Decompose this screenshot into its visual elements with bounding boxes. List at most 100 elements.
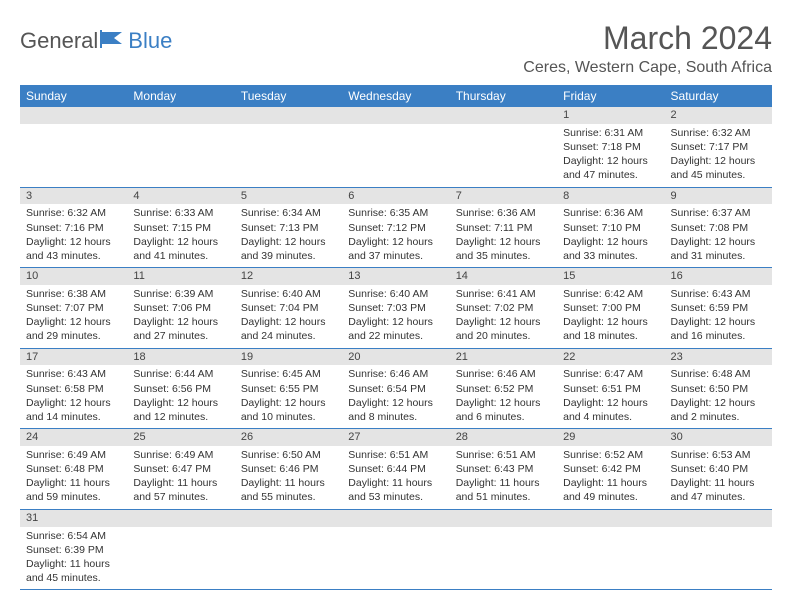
day-content: Sunrise: 6:40 AMSunset: 7:03 PMDaylight:… [342, 285, 449, 348]
day-content: Sunrise: 6:37 AMSunset: 7:08 PMDaylight:… [665, 204, 772, 267]
day-number: 29 [557, 429, 664, 446]
daylight-line: Daylight: 11 hours and 57 minutes. [133, 476, 228, 504]
calendar-day-cell [342, 107, 449, 187]
sunset-line: Sunset: 6:51 PM [563, 382, 658, 396]
day-number-empty [557, 510, 664, 527]
sunset-line: Sunset: 7:13 PM [241, 221, 336, 235]
sunrise-line: Sunrise: 6:32 AM [26, 206, 121, 220]
sunset-line: Sunset: 7:11 PM [456, 221, 551, 235]
day-content: Sunrise: 6:49 AMSunset: 6:47 PMDaylight:… [127, 446, 234, 509]
sunrise-line: Sunrise: 6:45 AM [241, 367, 336, 381]
logo-blue: Blue [128, 28, 172, 54]
day-content: Sunrise: 6:47 AMSunset: 6:51 PMDaylight:… [557, 365, 664, 428]
sunset-line: Sunset: 7:15 PM [133, 221, 228, 235]
calendar-week-row: 3Sunrise: 6:32 AMSunset: 7:16 PMDaylight… [20, 187, 772, 268]
sunset-line: Sunset: 6:48 PM [26, 462, 121, 476]
daylight-line: Daylight: 12 hours and 45 minutes. [671, 154, 766, 182]
daylight-line: Daylight: 12 hours and 24 minutes. [241, 315, 336, 343]
day-content: Sunrise: 6:50 AMSunset: 6:46 PMDaylight:… [235, 446, 342, 509]
calendar-day-cell [557, 509, 664, 590]
day-number-empty [235, 510, 342, 527]
daylight-line: Daylight: 11 hours and 51 minutes. [456, 476, 551, 504]
day-content: Sunrise: 6:40 AMSunset: 7:04 PMDaylight:… [235, 285, 342, 348]
calendar-day-cell: 24Sunrise: 6:49 AMSunset: 6:48 PMDayligh… [20, 429, 127, 510]
sunrise-line: Sunrise: 6:37 AM [671, 206, 766, 220]
daylight-line: Daylight: 12 hours and 43 minutes. [26, 235, 121, 263]
calendar-body: 1Sunrise: 6:31 AMSunset: 7:18 PMDaylight… [20, 107, 772, 590]
day-number-empty [665, 510, 772, 527]
sunset-line: Sunset: 6:58 PM [26, 382, 121, 396]
daylight-line: Daylight: 12 hours and 16 minutes. [671, 315, 766, 343]
day-content: Sunrise: 6:51 AMSunset: 6:43 PMDaylight:… [450, 446, 557, 509]
day-content: Sunrise: 6:41 AMSunset: 7:02 PMDaylight:… [450, 285, 557, 348]
sunset-line: Sunset: 6:59 PM [671, 301, 766, 315]
calendar-day-cell [235, 509, 342, 590]
sunrise-line: Sunrise: 6:54 AM [26, 529, 121, 543]
day-content: Sunrise: 6:39 AMSunset: 7:06 PMDaylight:… [127, 285, 234, 348]
daylight-line: Daylight: 12 hours and 18 minutes. [563, 315, 658, 343]
sunset-line: Sunset: 6:40 PM [671, 462, 766, 476]
sunset-line: Sunset: 6:56 PM [133, 382, 228, 396]
day-number: 17 [20, 349, 127, 366]
day-number: 19 [235, 349, 342, 366]
sunset-line: Sunset: 7:00 PM [563, 301, 658, 315]
sunrise-line: Sunrise: 6:31 AM [563, 126, 658, 140]
calendar-day-cell: 14Sunrise: 6:41 AMSunset: 7:02 PMDayligh… [450, 268, 557, 349]
day-content: Sunrise: 6:36 AMSunset: 7:10 PMDaylight:… [557, 204, 664, 267]
sunset-line: Sunset: 7:04 PM [241, 301, 336, 315]
day-number: 22 [557, 349, 664, 366]
flag-icon [100, 30, 126, 53]
day-content: Sunrise: 6:46 AMSunset: 6:54 PMDaylight:… [342, 365, 449, 428]
day-content: Sunrise: 6:36 AMSunset: 7:11 PMDaylight:… [450, 204, 557, 267]
sunset-line: Sunset: 7:06 PM [133, 301, 228, 315]
sunrise-line: Sunrise: 6:40 AM [348, 287, 443, 301]
sunset-line: Sunset: 6:47 PM [133, 462, 228, 476]
daylight-line: Daylight: 11 hours and 49 minutes. [563, 476, 658, 504]
sunset-line: Sunset: 7:12 PM [348, 221, 443, 235]
calendar-day-cell: 27Sunrise: 6:51 AMSunset: 6:44 PMDayligh… [342, 429, 449, 510]
daylight-line: Daylight: 12 hours and 2 minutes. [671, 396, 766, 424]
calendar-table: SundayMondayTuesdayWednesdayThursdayFrid… [20, 85, 772, 590]
day-content: Sunrise: 6:43 AMSunset: 6:59 PMDaylight:… [665, 285, 772, 348]
day-number: 6 [342, 188, 449, 205]
calendar-day-cell: 4Sunrise: 6:33 AMSunset: 7:15 PMDaylight… [127, 187, 234, 268]
sunrise-line: Sunrise: 6:42 AM [563, 287, 658, 301]
day-content: Sunrise: 6:49 AMSunset: 6:48 PMDaylight:… [20, 446, 127, 509]
sunrise-line: Sunrise: 6:46 AM [348, 367, 443, 381]
day-number-empty [127, 510, 234, 527]
sunset-line: Sunset: 6:50 PM [671, 382, 766, 396]
calendar-day-cell: 5Sunrise: 6:34 AMSunset: 7:13 PMDaylight… [235, 187, 342, 268]
calendar-day-cell: 31Sunrise: 6:54 AMSunset: 6:39 PMDayligh… [20, 509, 127, 590]
day-content: Sunrise: 6:43 AMSunset: 6:58 PMDaylight:… [20, 365, 127, 428]
sunrise-line: Sunrise: 6:51 AM [456, 448, 551, 462]
calendar-week-row: 17Sunrise: 6:43 AMSunset: 6:58 PMDayligh… [20, 348, 772, 429]
sunset-line: Sunset: 6:52 PM [456, 382, 551, 396]
sunset-line: Sunset: 7:10 PM [563, 221, 658, 235]
day-content: Sunrise: 6:35 AMSunset: 7:12 PMDaylight:… [342, 204, 449, 267]
calendar-day-cell: 29Sunrise: 6:52 AMSunset: 6:42 PMDayligh… [557, 429, 664, 510]
page-title: March 2024 [523, 20, 772, 57]
day-number: 14 [450, 268, 557, 285]
day-number: 27 [342, 429, 449, 446]
daylight-line: Daylight: 12 hours and 47 minutes. [563, 154, 658, 182]
calendar-day-cell: 28Sunrise: 6:51 AMSunset: 6:43 PMDayligh… [450, 429, 557, 510]
calendar-week-row: 31Sunrise: 6:54 AMSunset: 6:39 PMDayligh… [20, 509, 772, 590]
day-number: 25 [127, 429, 234, 446]
calendar-day-cell [342, 509, 449, 590]
sunrise-line: Sunrise: 6:47 AM [563, 367, 658, 381]
calendar-day-cell: 3Sunrise: 6:32 AMSunset: 7:16 PMDaylight… [20, 187, 127, 268]
daylight-line: Daylight: 12 hours and 20 minutes. [456, 315, 551, 343]
calendar-day-cell [20, 107, 127, 187]
day-number: 5 [235, 188, 342, 205]
sunrise-line: Sunrise: 6:39 AM [133, 287, 228, 301]
sunrise-line: Sunrise: 6:36 AM [456, 206, 551, 220]
weekday-header: Thursday [450, 85, 557, 107]
sunset-line: Sunset: 6:42 PM [563, 462, 658, 476]
sunrise-line: Sunrise: 6:43 AM [26, 367, 121, 381]
day-number: 1 [557, 107, 664, 124]
calendar-day-cell [665, 509, 772, 590]
daylight-line: Daylight: 12 hours and 37 minutes. [348, 235, 443, 263]
day-content: Sunrise: 6:54 AMSunset: 6:39 PMDaylight:… [20, 527, 127, 590]
calendar-day-cell: 15Sunrise: 6:42 AMSunset: 7:00 PMDayligh… [557, 268, 664, 349]
sunrise-line: Sunrise: 6:34 AM [241, 206, 336, 220]
